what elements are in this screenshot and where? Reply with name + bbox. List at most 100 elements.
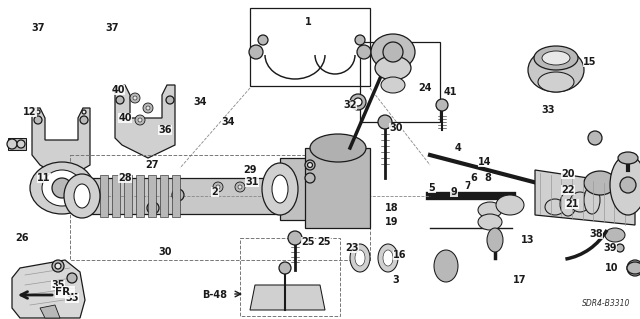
Polygon shape [115,85,175,158]
Text: 22: 22 [561,185,575,195]
Text: 29: 29 [243,165,257,175]
Circle shape [213,182,223,192]
Bar [250,8,370,86]
Text: 16: 16 [393,250,407,260]
Ellipse shape [74,184,90,208]
Circle shape [216,185,220,189]
Text: 35: 35 [65,293,79,303]
Text: FR.: FR. [55,287,75,297]
Text: 7: 7 [465,181,472,191]
Text: 6: 6 [470,173,477,183]
Ellipse shape [350,244,370,272]
Circle shape [340,182,350,192]
Text: 39: 39 [604,243,617,253]
Ellipse shape [542,51,570,65]
Circle shape [627,260,640,276]
Text: 37: 37 [105,23,119,33]
Ellipse shape [64,174,100,218]
Circle shape [315,182,325,192]
Text: 25: 25 [301,237,315,247]
Ellipse shape [378,244,398,272]
Circle shape [146,106,150,110]
Circle shape [17,140,25,148]
Circle shape [133,96,137,100]
Circle shape [55,263,61,269]
Circle shape [238,185,242,189]
Bar [210,178,365,196]
Circle shape [620,177,636,193]
Bar [72,178,312,214]
Circle shape [258,35,268,45]
Circle shape [275,182,285,192]
Ellipse shape [434,250,458,282]
Text: 1: 1 [305,17,312,27]
Text: 20: 20 [561,169,575,179]
Text: 14: 14 [478,157,492,167]
Bar [305,148,370,228]
Circle shape [80,116,88,124]
Text: 8: 8 [484,173,492,183]
Circle shape [355,35,365,45]
Bar [160,175,168,217]
Circle shape [288,231,302,245]
Text: 2: 2 [212,187,218,197]
Circle shape [166,96,174,104]
Ellipse shape [487,228,503,252]
Circle shape [52,260,64,272]
Circle shape [343,185,347,189]
Bar [112,175,120,217]
Text: 26: 26 [15,233,29,243]
Ellipse shape [381,77,405,93]
Ellipse shape [355,250,365,266]
Circle shape [116,96,124,104]
Ellipse shape [52,178,72,198]
Bar [8,138,26,150]
Bar [70,155,370,260]
Text: 15: 15 [583,57,596,67]
Circle shape [235,182,245,192]
Text: B-48: B-48 [202,290,227,300]
Circle shape [172,189,184,201]
Bar [124,175,132,217]
Circle shape [279,262,291,274]
Ellipse shape [560,192,576,216]
Circle shape [138,118,142,122]
Text: 28: 28 [118,173,132,183]
Polygon shape [32,108,90,180]
Bar [360,42,440,122]
Circle shape [378,115,392,129]
Text: 4: 4 [454,143,461,153]
Text: 13: 13 [521,235,535,245]
Text: 25: 25 [317,237,331,247]
Circle shape [278,185,282,189]
Ellipse shape [605,228,625,242]
Circle shape [436,99,448,111]
Circle shape [147,202,159,214]
Ellipse shape [478,214,502,230]
Ellipse shape [262,163,298,215]
Ellipse shape [545,199,565,215]
Ellipse shape [528,48,584,92]
Text: 10: 10 [605,263,619,273]
Bar [100,175,108,217]
Bar [148,175,156,217]
Ellipse shape [310,134,366,162]
Text: 12: 12 [23,107,36,117]
Polygon shape [40,305,60,318]
Ellipse shape [478,202,502,218]
Bar [136,175,144,217]
Text: 40: 40 [111,85,125,95]
Circle shape [353,182,363,192]
Ellipse shape [610,155,640,215]
Ellipse shape [534,46,578,70]
Text: 38: 38 [589,229,603,239]
Circle shape [588,131,602,145]
Text: SDR4-B3310: SDR4-B3310 [582,299,630,308]
Ellipse shape [627,262,640,274]
Text: 36: 36 [158,125,172,135]
Circle shape [82,110,86,114]
Circle shape [305,160,315,170]
Text: 17: 17 [513,275,527,285]
Polygon shape [250,285,325,310]
Text: 41: 41 [444,87,457,97]
